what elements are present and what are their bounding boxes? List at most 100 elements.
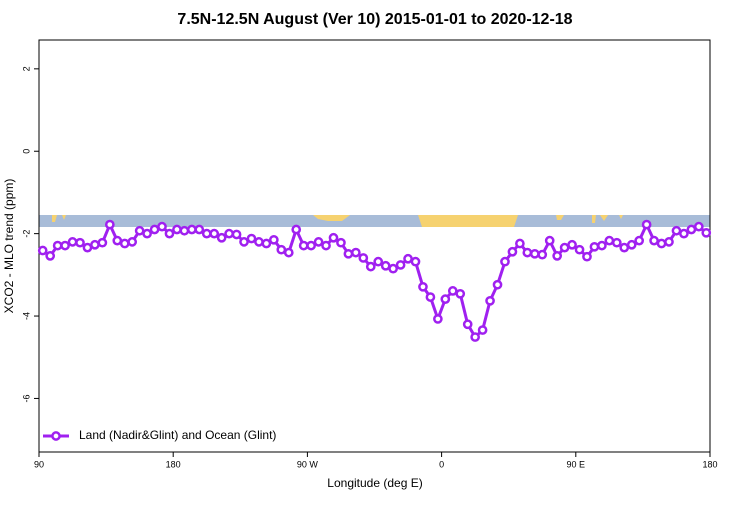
data-point [104, 219, 115, 230]
data-point [470, 332, 480, 342]
data-point [37, 245, 48, 256]
data-point [455, 288, 466, 299]
ocean-band [39, 215, 710, 227]
y-tick-label: -6 [21, 394, 31, 402]
data-point [112, 235, 123, 246]
data-point [179, 225, 190, 236]
data-point [380, 260, 391, 271]
data-point [365, 261, 376, 272]
x-tick-label: 180 [702, 459, 717, 469]
y-tick-label: -4 [21, 312, 31, 320]
chart-title: 7.5N-12.5N August (Ver 10) 2015-01-01 to… [177, 11, 572, 28]
data-point [544, 235, 555, 246]
x-tick-label: 0 [439, 459, 444, 469]
y-axis-label: XCO2 - MLO trend (ppm) [2, 179, 16, 314]
data-point [231, 229, 242, 240]
data-point [515, 238, 525, 249]
data-point [291, 224, 302, 235]
data-point [246, 233, 257, 244]
data-point [261, 238, 272, 249]
data-point [418, 281, 428, 292]
data-point [462, 319, 473, 330]
data-point [328, 232, 339, 243]
map-strip [39, 215, 710, 227]
data-point [45, 251, 56, 261]
data-point [507, 246, 518, 257]
data-point [440, 294, 451, 304]
data-point [209, 228, 220, 239]
data-point [306, 240, 316, 251]
data-point [701, 227, 712, 238]
data-point [634, 235, 645, 246]
plot-frame [38, 39, 711, 453]
x-tick-label: 90 W [297, 459, 319, 469]
data-point [619, 242, 630, 253]
data-point [90, 239, 100, 250]
data-point [559, 242, 570, 253]
data-point [60, 240, 70, 251]
data-point [142, 228, 152, 239]
data-point [239, 237, 249, 247]
data-point [127, 237, 138, 247]
data-point [134, 225, 145, 236]
data-point [201, 228, 212, 239]
data-point [75, 237, 85, 248]
data-point [500, 256, 510, 267]
land-shape [52, 215, 623, 227]
data-point [552, 251, 563, 261]
data-point [693, 221, 704, 232]
data-point [410, 256, 421, 267]
data-point [157, 221, 167, 232]
y-tick-label: 0 [21, 149, 31, 154]
data-point [537, 249, 548, 260]
data-point [664, 237, 674, 247]
data-point [403, 253, 413, 264]
x-tick-label: 90 [34, 459, 44, 469]
data-point [395, 260, 406, 270]
data-point [485, 295, 495, 306]
legend-marker [51, 431, 61, 441]
data-point [433, 314, 443, 324]
data-point [321, 240, 331, 251]
data-point [425, 292, 436, 302]
data-point [269, 234, 279, 245]
x-tick-label: 90 E [567, 459, 586, 469]
data-point [358, 253, 369, 263]
data-point [283, 247, 294, 258]
x-tick-label: 180 [166, 459, 181, 469]
data-point [574, 244, 585, 255]
data-point [567, 239, 577, 250]
data-point [522, 247, 533, 258]
data-point [447, 286, 458, 296]
x-axis-label: Longitude (deg E) [327, 476, 422, 490]
data-point [604, 235, 615, 246]
data-point [641, 219, 652, 230]
data-point [149, 224, 160, 235]
legend: Land (Nadir&Glint) and Ocean (Glint) [43, 428, 276, 442]
data-point [194, 224, 205, 235]
data-point [276, 244, 287, 255]
data-point [164, 228, 175, 239]
data-point [656, 238, 667, 249]
y-tick-label: 2 [21, 66, 31, 71]
data-point [477, 325, 488, 335]
data-point [52, 240, 63, 251]
data-point [216, 232, 227, 243]
data-point [336, 237, 346, 248]
data-point [224, 228, 234, 239]
data-point [343, 248, 354, 259]
data-point [351, 247, 361, 258]
data-point [254, 237, 264, 247]
data-point [679, 228, 689, 239]
data-point [97, 237, 108, 248]
data-point [119, 238, 130, 249]
data-point [626, 239, 637, 250]
data-point [611, 237, 622, 248]
data-point [582, 251, 592, 262]
data-point [186, 224, 197, 235]
data-point [313, 237, 324, 247]
data-point [589, 241, 600, 252]
data-point [597, 240, 607, 251]
data-point [529, 248, 540, 259]
